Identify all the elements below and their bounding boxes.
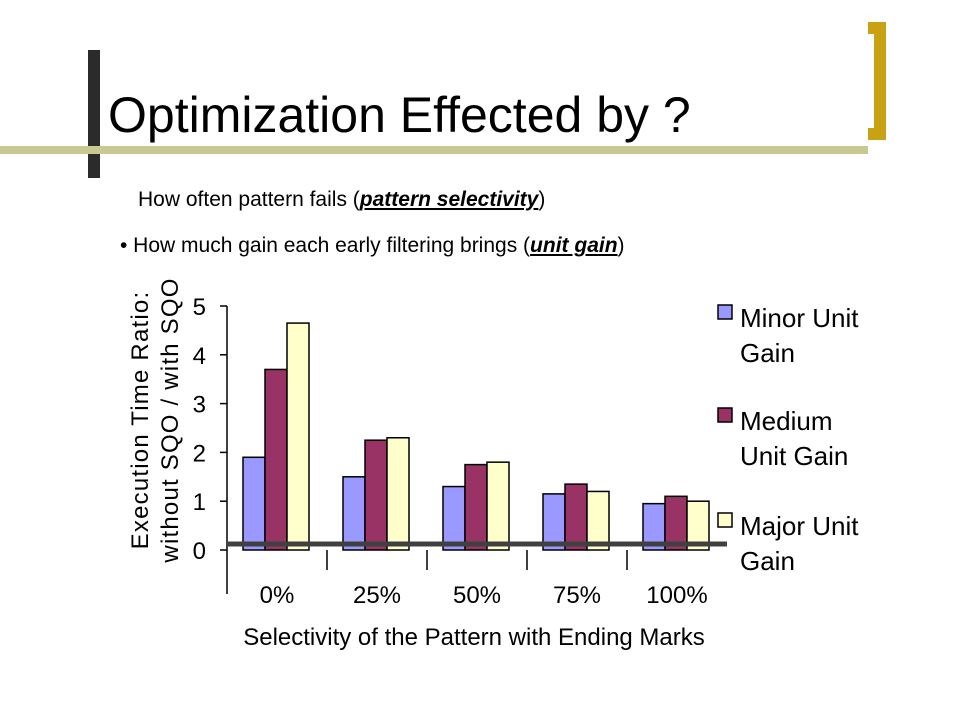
legend-label: Gain [740,546,795,576]
bullet-emphasis: unit gain [530,234,618,257]
legend-label: Unit Gain [740,441,848,471]
legend-label: Medium [740,406,832,436]
bar-major-unit-gain [386,437,410,551]
x-axis-title: Selectivity of the Pattern with Ending M… [243,624,705,651]
bullet-text: How often pattern fails ( [138,188,360,211]
x-tick-label: 75% [553,582,601,609]
bar-major-unit-gain [586,490,610,551]
x-tick-label: 25% [353,582,401,609]
bar-major-unit-gain [486,461,510,551]
bullet-emphasis: pattern selectivity [359,188,539,211]
legend-swatch [717,304,733,320]
bar-minor-unit-gain [442,485,466,551]
bar-minor-unit-gain [242,456,266,551]
bullet-text-end: ) [617,234,625,257]
legend-label: Minor Unit [740,303,859,333]
y-tick-label: 4 [193,343,206,370]
legend-swatch [717,407,733,423]
x-tick-label: 0% [260,582,295,609]
bar-minor-unit-gain [342,476,366,551]
bar-medium-unit-gain [564,483,588,551]
x-tick-label: 100% [646,582,707,609]
y-tick-label: 1 [193,489,206,516]
bar-major-unit-gain [286,322,310,551]
legend-swatch [717,512,733,528]
bullet-text: • How much gain each early filtering bri… [120,234,531,257]
bullet-pattern-selectivity: How often pattern fails (pattern selecti… [138,189,545,210]
y-tick-label: 0 [193,538,206,565]
title-underline-bar [0,146,868,154]
right-bracket-decoration [868,22,886,140]
slide-title: Optimization Effected by ? [108,87,691,143]
bar-medium-unit-gain [264,368,288,551]
y-tick-label: 3 [193,392,206,419]
bar-medium-unit-gain [364,439,388,551]
bar-major-unit-gain [686,500,710,551]
bullet-text-end: ) [538,188,546,211]
y-axis-title-line: Execution Time Ratio: [127,291,154,550]
x-tick-label: 50% [453,582,501,609]
legend-label: Gain [740,338,795,368]
legend-label: Major Unit [740,511,859,541]
y-axis-title-line: without SQO / with SQO [157,277,184,563]
bar-medium-unit-gain [464,463,488,551]
y-tick-label: 2 [193,440,206,467]
bullet-unit-gain: • How much gain each early filtering bri… [120,235,625,256]
y-tick-label: 5 [193,294,206,321]
